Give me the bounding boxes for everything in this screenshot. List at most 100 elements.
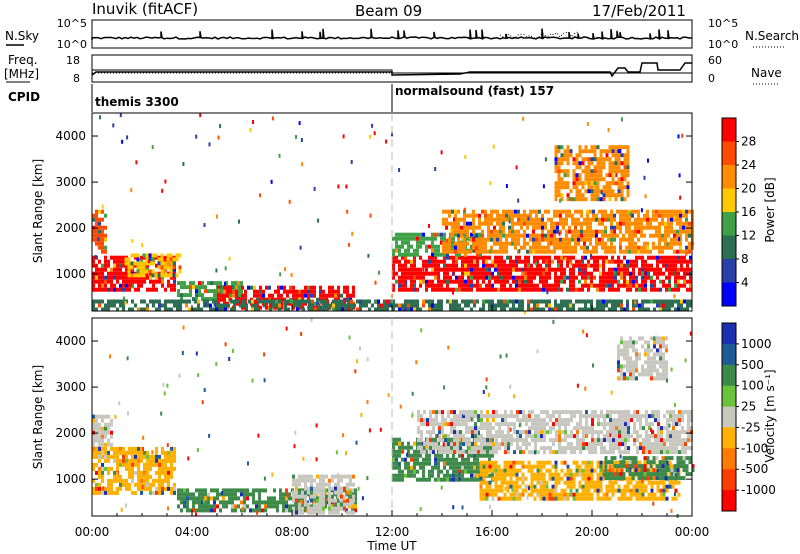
velocity-echo-cell bbox=[282, 492, 285, 497]
velocity-echo-cell bbox=[354, 508, 357, 513]
velocity-echo-cell bbox=[155, 450, 158, 455]
power-echo-cell bbox=[122, 287, 125, 292]
power-echo-cell bbox=[461, 307, 464, 312]
velocity-echo-cell bbox=[198, 492, 201, 497]
velocity-echo-cell bbox=[482, 445, 485, 450]
velocity-echo-cell bbox=[500, 476, 504, 481]
velocity-echo-cell bbox=[426, 438, 429, 443]
power-echo-cell bbox=[269, 307, 272, 312]
power-echo-cell bbox=[554, 283, 557, 288]
power-echo-cell bbox=[631, 245, 634, 250]
power-echo-cell bbox=[463, 213, 466, 218]
power-echo-cell bbox=[284, 307, 287, 312]
power-echo-cell bbox=[95, 229, 98, 234]
velocity-echo-cell bbox=[467, 453, 470, 458]
velocity-echo-cell bbox=[573, 446, 576, 451]
power-echo-cell bbox=[511, 237, 514, 242]
velocity-echo-cell bbox=[180, 488, 183, 493]
power-echo-cell bbox=[596, 177, 600, 182]
velocity-echo-cell bbox=[134, 470, 137, 475]
power-echo-cell bbox=[605, 271, 608, 276]
velocity-echo-cell bbox=[331, 494, 334, 499]
power-echo-cell bbox=[652, 233, 655, 238]
power-echo-cell bbox=[547, 241, 550, 246]
power-echo-cell bbox=[104, 255, 107, 260]
velocity-echo-cell bbox=[506, 468, 510, 473]
cpid-label: CPID bbox=[8, 90, 40, 104]
velocity-echo-cell bbox=[564, 450, 567, 455]
power-echo-cell bbox=[207, 281, 210, 286]
power-echo-cell bbox=[410, 271, 413, 276]
power-echo-cell bbox=[124, 257, 128, 262]
power-echo-cell bbox=[437, 252, 440, 257]
power-echo-cell bbox=[110, 299, 113, 304]
power-echo-cell bbox=[478, 217, 481, 222]
velocity-echo-cell bbox=[507, 438, 510, 443]
power-echo-cell bbox=[416, 252, 419, 257]
velocity-echo-cell bbox=[155, 458, 158, 463]
power-echo-cell bbox=[247, 285, 250, 290]
velocity-echo-cell bbox=[531, 418, 534, 423]
power-noise-cell bbox=[573, 246, 576, 251]
velocity-echo-cell bbox=[491, 464, 495, 469]
power-echo-region bbox=[442, 209, 694, 254]
power-echo-cell bbox=[497, 263, 500, 268]
power-echo-cell bbox=[463, 241, 466, 246]
power-noise-cell bbox=[673, 271, 676, 276]
power-echo-cell bbox=[616, 233, 619, 238]
power-echo-cell bbox=[304, 293, 307, 298]
velocity-echo-cell bbox=[564, 410, 567, 415]
velocity-echo-cell bbox=[310, 486, 313, 491]
power-echo-cell bbox=[180, 297, 183, 302]
power-echo-cell bbox=[638, 307, 641, 312]
power-echo-cell bbox=[392, 259, 395, 264]
power-echo-cell bbox=[566, 287, 569, 292]
velocity-echo-cell bbox=[426, 418, 429, 423]
power-echo-cell bbox=[580, 229, 583, 234]
velocity-echo-cell bbox=[324, 492, 327, 497]
power-colorbar-tick-label: 4 bbox=[741, 276, 749, 290]
power-echo-cell bbox=[319, 301, 322, 306]
power-echo-cell bbox=[410, 279, 413, 284]
power-echo-cell bbox=[499, 221, 502, 226]
velocity-echo-cell bbox=[131, 446, 134, 451]
velocity-echo-cell bbox=[110, 478, 113, 483]
power-echo-cell bbox=[643, 225, 646, 230]
velocity-echo-cell bbox=[512, 472, 516, 477]
power-echo-cell bbox=[656, 287, 659, 292]
power-echo-cell bbox=[452, 259, 455, 264]
velocity-echo-cell bbox=[579, 426, 582, 431]
velocity-echo-cell bbox=[678, 422, 681, 427]
velocity-echo-cell bbox=[413, 465, 416, 470]
power-echo-cell bbox=[149, 275, 152, 280]
velocity-echo-cell bbox=[189, 492, 192, 497]
velocity-echo-cell bbox=[672, 446, 675, 451]
power-echo-cell bbox=[491, 271, 494, 276]
power-echo-cell bbox=[583, 221, 586, 226]
velocity-echo-cell bbox=[645, 422, 648, 427]
velocity-echo-cell bbox=[561, 430, 564, 435]
power-noise-cell bbox=[593, 185, 596, 189]
power-echo-cell bbox=[656, 267, 659, 272]
power-echo-cell bbox=[215, 307, 218, 312]
velocity-echo-cell bbox=[267, 504, 270, 509]
power-echo-cell bbox=[104, 279, 107, 284]
power-echo-cell bbox=[689, 299, 692, 304]
velocity-echo-cell bbox=[654, 414, 657, 419]
velocity-echo-cell bbox=[521, 480, 525, 485]
power-echo-cell bbox=[398, 287, 401, 292]
power-echo-cell bbox=[256, 293, 259, 298]
power-echo-cell bbox=[619, 221, 622, 226]
velocity-echo-cell bbox=[324, 504, 327, 509]
power-echo-cell bbox=[443, 232, 446, 237]
velocity-echo-cell bbox=[503, 492, 507, 497]
velocity-echo-cell bbox=[180, 492, 183, 497]
power-echo-cell bbox=[419, 232, 422, 237]
power-echo-cell bbox=[413, 275, 416, 280]
velocity-echo-cell bbox=[515, 468, 519, 473]
power-echo-cell bbox=[611, 283, 614, 288]
power-echo-cell bbox=[470, 275, 473, 280]
power-echo-cell bbox=[599, 307, 602, 312]
power-echo-cell bbox=[461, 299, 464, 304]
velocity-echo-cell bbox=[663, 446, 666, 451]
